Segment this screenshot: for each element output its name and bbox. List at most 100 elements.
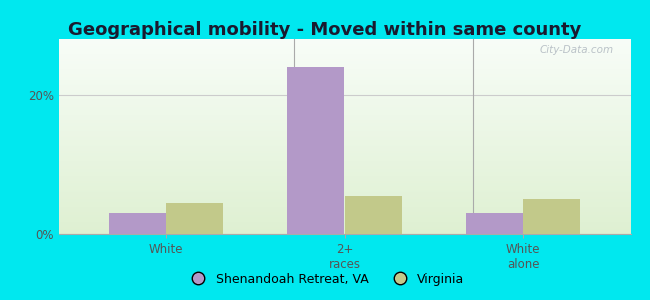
Bar	[58, 136, 630, 137]
Bar	[58, 225, 630, 226]
Bar	[58, 230, 630, 231]
Bar	[58, 186, 630, 187]
Bar	[58, 172, 630, 173]
Bar	[58, 49, 630, 50]
Bar	[58, 165, 630, 166]
Bar	[58, 143, 630, 144]
Bar	[58, 114, 630, 115]
Bar	[58, 64, 630, 65]
Bar	[58, 193, 630, 194]
Bar	[58, 171, 630, 172]
Bar	[58, 94, 630, 95]
Bar	[58, 189, 630, 190]
Bar	[58, 101, 630, 102]
Bar	[58, 139, 630, 140]
Bar	[58, 222, 630, 223]
Bar	[58, 52, 630, 53]
Bar	[58, 117, 630, 118]
Bar	[58, 59, 630, 61]
Bar	[58, 228, 630, 229]
Bar	[58, 85, 630, 86]
Bar	[58, 198, 630, 199]
Bar	[58, 159, 630, 160]
Bar	[58, 115, 630, 116]
Bar	[58, 58, 630, 59]
Bar	[58, 192, 630, 193]
Bar	[58, 167, 630, 168]
Bar	[58, 163, 630, 164]
Bar	[58, 125, 630, 126]
Bar	[58, 122, 630, 123]
Bar	[58, 161, 630, 162]
Bar	[58, 220, 630, 221]
Bar	[58, 46, 630, 47]
Bar	[58, 93, 630, 94]
Bar	[58, 204, 630, 205]
Bar	[58, 190, 630, 191]
Bar	[58, 127, 630, 128]
Bar	[58, 113, 630, 114]
Bar	[58, 96, 630, 97]
Bar	[58, 121, 630, 122]
Bar	[58, 123, 630, 124]
Bar	[58, 130, 630, 131]
Legend: Shenandoah Retreat, VA, Virginia: Shenandoah Retreat, VA, Virginia	[181, 268, 469, 291]
Bar	[58, 181, 630, 182]
Bar	[58, 156, 630, 157]
Bar	[58, 215, 630, 217]
Bar	[58, 47, 630, 48]
Bar	[58, 224, 630, 225]
Bar	[58, 141, 630, 142]
Bar	[58, 91, 630, 92]
Bar	[58, 134, 630, 136]
Bar	[58, 183, 630, 184]
Bar	[58, 97, 630, 98]
Bar	[58, 195, 630, 196]
Bar	[58, 81, 630, 82]
Bar	[58, 102, 630, 103]
Bar	[109, 213, 166, 234]
Bar	[58, 71, 630, 72]
Bar	[58, 67, 630, 68]
Bar	[58, 233, 630, 234]
Bar	[58, 54, 630, 55]
Bar	[58, 191, 630, 192]
Bar	[58, 170, 630, 171]
Bar	[58, 82, 630, 83]
Bar	[58, 149, 630, 150]
Bar	[58, 231, 630, 232]
Bar	[58, 201, 630, 202]
Bar	[58, 227, 630, 228]
Bar	[58, 147, 630, 148]
Bar	[58, 169, 630, 170]
Bar	[58, 144, 630, 145]
Bar	[58, 86, 630, 87]
Bar	[58, 75, 630, 76]
Bar	[58, 105, 630, 106]
Bar	[58, 148, 630, 149]
Bar	[58, 108, 630, 109]
Bar	[58, 74, 630, 75]
Bar	[287, 67, 344, 234]
Bar	[58, 151, 630, 152]
Bar	[58, 98, 630, 100]
Bar	[58, 185, 630, 186]
Bar	[58, 184, 630, 185]
Bar	[58, 173, 630, 175]
Bar	[58, 126, 630, 127]
Bar	[58, 100, 630, 101]
Bar	[58, 140, 630, 141]
Bar	[58, 120, 630, 121]
Bar	[58, 187, 630, 188]
Bar	[58, 51, 630, 52]
Bar	[344, 196, 402, 234]
Bar	[58, 232, 630, 233]
Bar	[58, 179, 630, 180]
Bar	[58, 128, 630, 129]
Bar	[58, 217, 630, 218]
Bar	[58, 196, 630, 197]
Bar	[58, 180, 630, 181]
Bar	[58, 68, 630, 69]
Bar	[58, 177, 630, 178]
Bar	[58, 69, 630, 70]
